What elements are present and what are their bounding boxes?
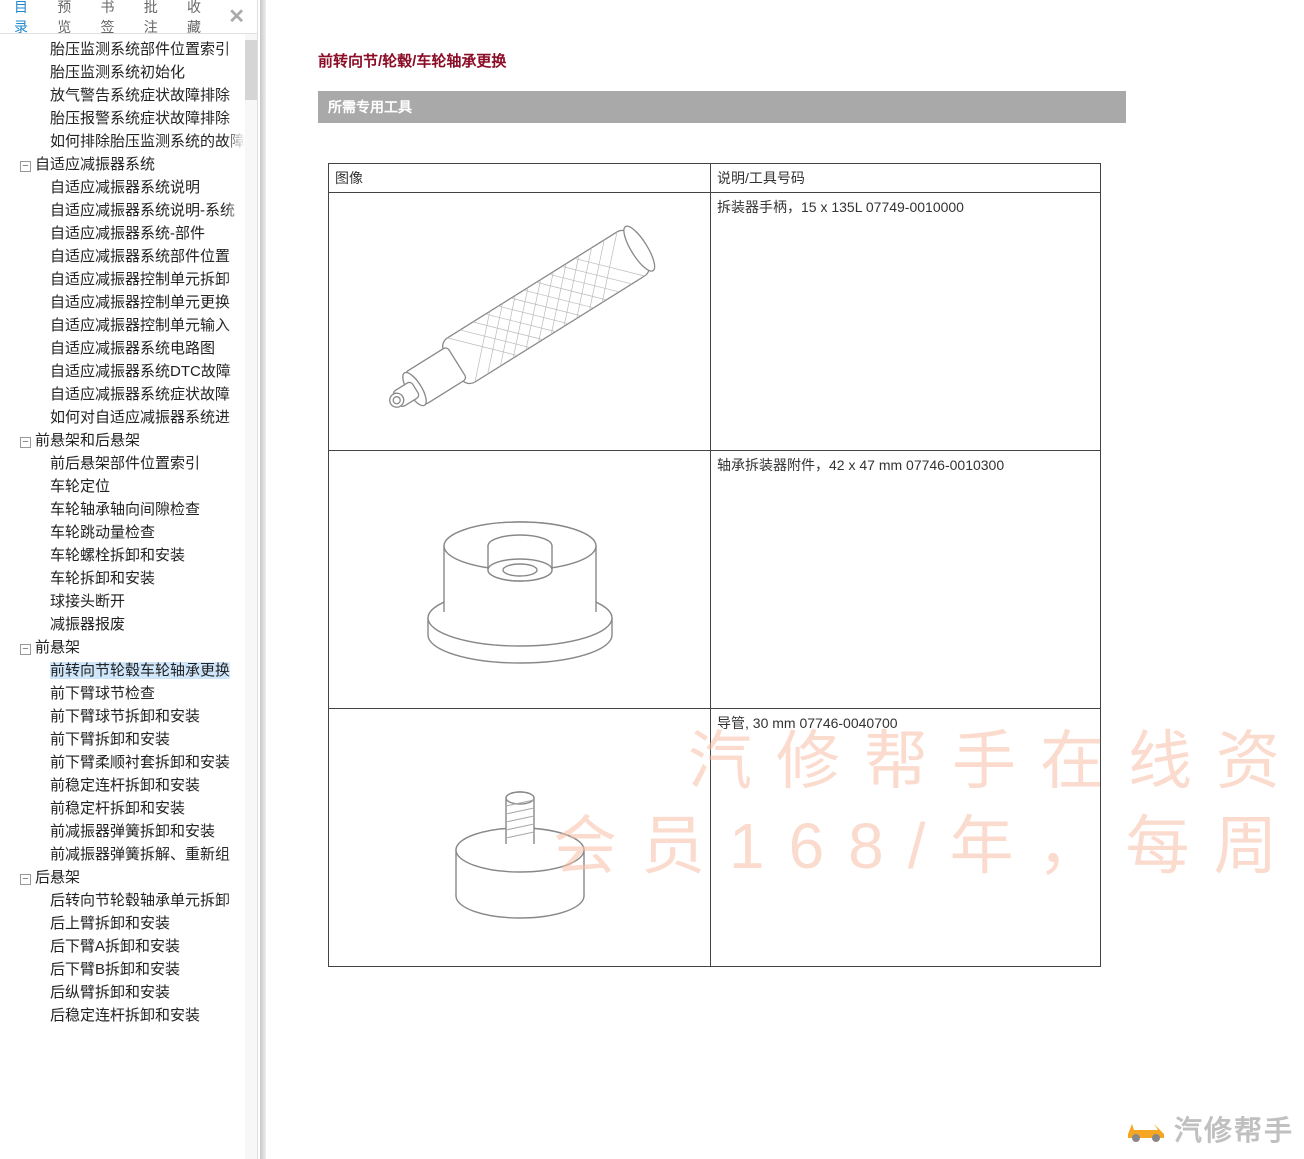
tool-desc-cell: 轴承拆装器附件，42 x 47 mm 07746-0010300 [711,451,1101,709]
toc-leaf[interactable]: 前减振器弹簧拆卸和安装 [0,820,257,843]
toc-leaf[interactable]: 后稳定连杆拆卸和安装 [0,1004,257,1027]
handle-tool-icon [340,202,700,442]
toc-leaf[interactable]: 自适应减振器系统部件位置 [0,245,257,268]
scrollbar-thumb[interactable] [245,40,257,100]
table-row: 拆装器手柄，15 x 135L 07749-0010000 [329,193,1101,451]
th-desc: 说明/工具号码 [711,164,1101,193]
tool-image-cell [329,451,711,709]
tool-image-cell [329,193,711,451]
toc-leaf[interactable]: 如何排除胎压监测系统的故障 [0,130,257,153]
toc-leaf[interactable]: 后下臂B拆卸和安装 [0,958,257,981]
collapse-icon[interactable]: − [20,161,31,172]
toc-branch[interactable]: −后悬架 [0,866,257,889]
toc-leaf[interactable]: 自适应减振器控制单元拆卸 [0,268,257,291]
sidebar-tabs: 目录 预览 书签 批注 收藏 ✕ [0,0,257,34]
scrollbar-track[interactable] [245,34,257,1159]
toc-leaf[interactable]: 球接头断开 [0,590,257,613]
close-icon[interactable]: ✕ [220,7,253,27]
brand-logo: 汽修帮手 [1124,1109,1294,1149]
car-icon [1124,1114,1168,1144]
collapse-icon[interactable]: − [20,874,31,885]
tools-table: 图像 说明/工具号码 [328,163,1101,967]
app-layout: 目录 预览 书签 批注 收藏 ✕ 胎压监测系统部件位置索引胎压监测系统初始化放气… [0,0,1304,1159]
tool-desc-cell: 拆装器手柄，15 x 135L 07749-0010000 [711,193,1101,451]
toc-leaf[interactable]: 车轮拆卸和安装 [0,567,257,590]
toc-leaf[interactable]: 车轮螺栓拆卸和安装 [0,544,257,567]
toc-branch[interactable]: −前悬架 [0,636,257,659]
toc-leaf[interactable]: 前稳定杆拆卸和安装 [0,797,257,820]
toc-leaf[interactable]: 自适应减振器系统DTC故障 [0,360,257,383]
bushing-tool-icon [400,460,640,700]
toc-leaf[interactable]: 车轮跳动量检查 [0,521,257,544]
toc-leaf[interactable]: 胎压监测系统部件位置索引 [0,38,257,61]
section-heading: 所需专用工具 [318,91,1126,123]
page-title: 前转向节/轮毂/车轮轴承更换 [318,50,1288,71]
content-pane: 前转向节/轮毂/车轮轴承更换 所需专用工具 图像 说明/工具号码 [258,0,1304,1159]
toc-leaf[interactable]: 自适应减振器系统-部件 [0,222,257,245]
sidebar: 目录 预览 书签 批注 收藏 ✕ 胎压监测系统部件位置索引胎压监测系统初始化放气… [0,0,258,1159]
toc-leaf[interactable]: 自适应减振器系统说明-系统 [0,199,257,222]
toc-leaf[interactable]: 前减振器弹簧拆解、重新组 [0,843,257,866]
toc-leaf[interactable]: 胎压报警系统症状故障排除 [0,107,257,130]
toc-leaf[interactable]: 前下臂柔顺衬套拆卸和安装 [0,751,257,774]
table-row: 轴承拆装器附件，42 x 47 mm 07746-0010300 [329,451,1101,709]
pane-divider[interactable] [260,0,266,1159]
toc-leaf[interactable]: 后转向节轮毂轴承单元拆卸 [0,889,257,912]
toc-leaf[interactable]: 前下臂球节拆卸和安装 [0,705,257,728]
th-image: 图像 [329,164,711,193]
toc-leaf[interactable]: 前下臂球节检查 [0,682,257,705]
toc-leaf[interactable]: 前转向节轮毂车轮轴承更换 [0,659,257,682]
brand-text: 汽修帮手 [1174,1109,1294,1149]
toc-leaf[interactable]: 自适应减振器控制单元输入 [0,314,257,337]
toc-leaf[interactable]: 减振器报废 [0,613,257,636]
toc-leaf[interactable]: 自适应减振器系统说明 [0,176,257,199]
tool-desc-cell: 导管, 30 mm 07746-0040700 [711,709,1101,967]
table-row: 导管, 30 mm 07746-0040700 [329,709,1101,967]
toc-leaf[interactable]: 自适应减振器控制单元更换 [0,291,257,314]
toc-leaf[interactable]: 前稳定连杆拆卸和安装 [0,774,257,797]
toc-leaf[interactable]: 前后悬架部件位置索引 [0,452,257,475]
toc-leaf[interactable]: 前下臂拆卸和安装 [0,728,257,751]
toc-leaf[interactable]: 车轮轴承轴向间隙检查 [0,498,257,521]
collapse-icon[interactable]: − [20,437,31,448]
toc-leaf[interactable]: 后纵臂拆卸和安装 [0,981,257,1004]
toc-leaf[interactable]: 胎压监测系统初始化 [0,61,257,84]
toc-leaf[interactable]: 后下臂A拆卸和安装 [0,935,257,958]
toc-leaf[interactable]: 自适应减振器系统电路图 [0,337,257,360]
tool-image-cell [329,709,711,967]
toc-tree[interactable]: 胎压监测系统部件位置索引胎压监测系统初始化放气警告系统症状故障排除胎压报警系统症… [0,34,257,1159]
toc-leaf[interactable]: 自适应减振器系统症状故障 [0,383,257,406]
toc-leaf[interactable]: 放气警告系统症状故障排除 [0,84,257,107]
toc-branch[interactable]: −前悬架和后悬架 [0,429,257,452]
toc-branch[interactable]: −自适应减振器系统 [0,153,257,176]
collapse-icon[interactable]: − [20,644,31,655]
toc-leaf[interactable]: 车轮定位 [0,475,257,498]
toc-leaf[interactable]: 如何对自适应减振器系统进 [0,406,257,429]
guide-tube-icon [410,718,630,958]
toc-leaf[interactable]: 后上臂拆卸和安装 [0,912,257,935]
